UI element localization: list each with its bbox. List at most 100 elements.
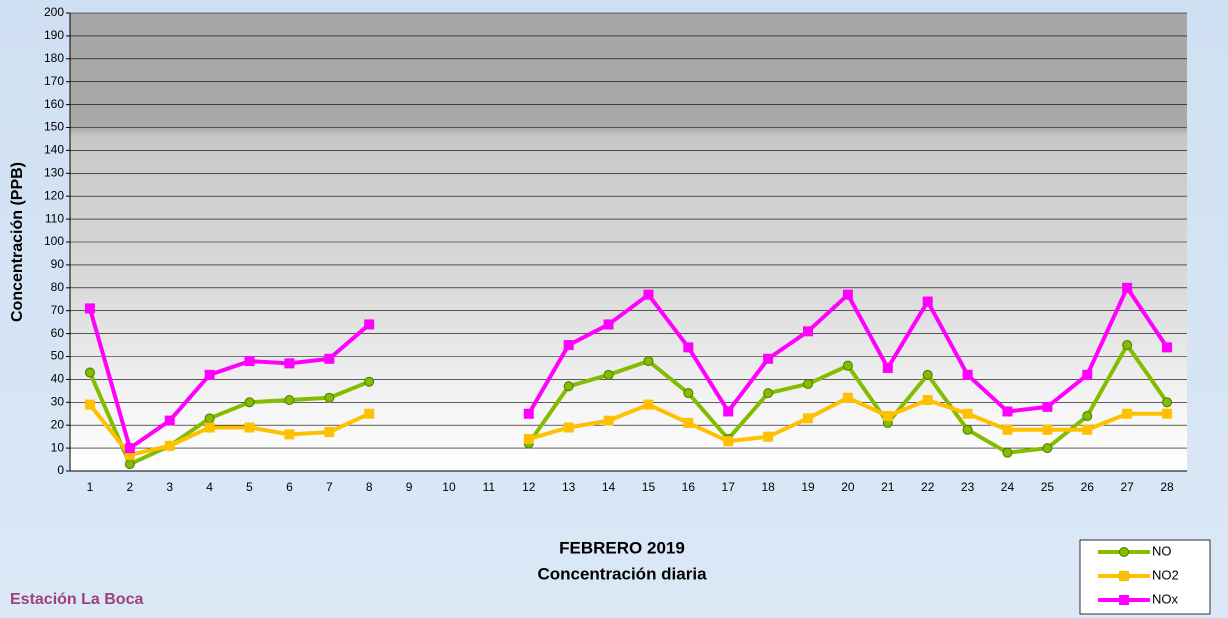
y-tick-label: 170	[44, 74, 64, 88]
station-label: Estación La Boca	[10, 591, 143, 608]
marker	[922, 395, 933, 406]
marker	[603, 369, 614, 380]
marker	[124, 449, 135, 460]
y-tick-label: 120	[44, 188, 64, 202]
x-tick-label: 21	[881, 480, 895, 494]
marker	[1002, 424, 1013, 435]
marker	[603, 319, 614, 330]
marker	[1162, 342, 1173, 353]
marker	[842, 392, 853, 403]
y-tick-label: 90	[51, 257, 65, 271]
legend-label: NO2	[1152, 567, 1179, 582]
marker	[364, 319, 375, 330]
y-tick-label: 60	[51, 326, 65, 340]
marker	[204, 422, 215, 433]
marker	[723, 436, 734, 447]
marker	[1122, 408, 1133, 419]
marker	[84, 399, 95, 410]
y-axis-label: Concentración (PPB)	[9, 162, 26, 322]
marker	[84, 303, 95, 314]
x-tick-label: 27	[1120, 480, 1134, 494]
legend-label: NO	[1152, 543, 1172, 558]
marker	[1082, 411, 1093, 422]
marker	[922, 369, 933, 380]
marker	[1082, 369, 1093, 380]
marker	[723, 406, 734, 417]
x-tick-label: 15	[642, 480, 656, 494]
marker	[763, 431, 774, 442]
marker	[324, 392, 335, 403]
marker	[683, 388, 694, 399]
x-tick-label: 23	[961, 480, 975, 494]
x-tick-label: 8	[366, 480, 373, 494]
y-tick-label: 190	[44, 28, 64, 42]
chart-title: FEBRERO 2019	[559, 538, 685, 557]
marker	[922, 296, 933, 307]
y-tick-label: 70	[51, 303, 65, 317]
marker	[763, 388, 774, 399]
x-tick-label: 18	[761, 480, 775, 494]
y-tick-label: 200	[44, 5, 64, 19]
marker	[842, 360, 853, 371]
x-tick-label: 25	[1041, 480, 1055, 494]
y-tick-label: 50	[51, 349, 65, 363]
chart-subtitle: Concentración diaria	[537, 564, 707, 583]
x-tick-label: 19	[801, 480, 815, 494]
marker	[643, 356, 654, 367]
marker	[84, 367, 95, 378]
marker	[803, 378, 814, 389]
marker	[962, 369, 973, 380]
y-tick-label: 130	[44, 165, 64, 179]
x-tick-label: 7	[326, 480, 333, 494]
marker	[882, 411, 893, 422]
x-tick-label: 4	[206, 480, 213, 494]
marker	[842, 289, 853, 300]
marker	[124, 443, 135, 454]
marker	[1042, 401, 1053, 412]
legend-marker	[1119, 571, 1129, 581]
marker	[563, 422, 574, 433]
marker	[324, 353, 335, 364]
marker	[1082, 424, 1093, 435]
legend-marker	[1119, 595, 1129, 605]
x-tick-label: 24	[1001, 480, 1015, 494]
marker	[603, 415, 614, 426]
marker	[1002, 406, 1013, 417]
marker	[204, 413, 215, 424]
y-tick-label: 140	[44, 143, 64, 157]
x-tick-label: 26	[1081, 480, 1095, 494]
marker	[962, 408, 973, 419]
marker	[1122, 282, 1133, 293]
marker	[244, 397, 255, 408]
marker	[324, 427, 335, 438]
marker	[803, 326, 814, 337]
x-tick-label: 16	[682, 480, 696, 494]
marker	[1162, 408, 1173, 419]
y-tick-label: 0	[57, 463, 64, 477]
marker	[164, 440, 175, 451]
marker	[643, 289, 654, 300]
x-tick-label: 2	[126, 480, 133, 494]
x-tick-label: 10	[442, 480, 456, 494]
x-tick-label: 11	[483, 480, 496, 494]
x-tick-label: 14	[602, 480, 616, 494]
y-tick-label: 10	[51, 440, 65, 454]
y-tick-label: 20	[51, 417, 65, 431]
marker	[882, 362, 893, 373]
marker	[803, 413, 814, 424]
marker	[244, 356, 255, 367]
x-tick-label: 20	[841, 480, 855, 494]
marker	[1162, 397, 1173, 408]
marker	[563, 381, 574, 392]
y-tick-label: 80	[51, 280, 65, 294]
y-tick-label: 30	[51, 394, 65, 408]
x-tick-label: 3	[166, 480, 173, 494]
x-tick-label: 1	[87, 480, 94, 494]
marker	[1042, 443, 1053, 454]
x-tick-label: 5	[246, 480, 253, 494]
marker	[1042, 424, 1053, 435]
marker	[284, 395, 295, 406]
x-tick-label: 6	[286, 480, 293, 494]
x-tick-label: 17	[722, 480, 736, 494]
